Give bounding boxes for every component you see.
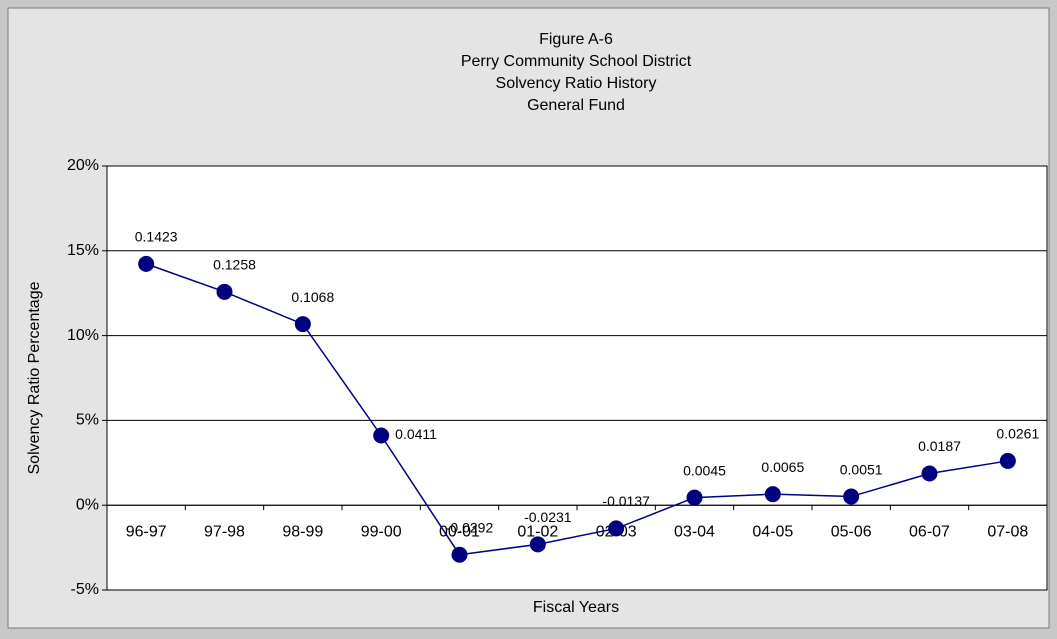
- x-tick-label: 03-04: [674, 523, 715, 540]
- data-label: 0.0187: [918, 438, 961, 454]
- x-axis-title: Fiscal Years: [533, 599, 619, 616]
- y-tick-label: 5%: [76, 412, 99, 429]
- data-label: 0.0045: [683, 462, 726, 478]
- chart-title: General Fund: [527, 97, 625, 114]
- x-tick-label: 98-99: [282, 523, 323, 540]
- chart-title: Perry Community School District: [461, 53, 692, 70]
- data-label: 0.1423: [135, 229, 178, 245]
- point: [451, 546, 468, 563]
- x-tick-label: 99-00: [361, 523, 402, 540]
- point: [138, 255, 155, 272]
- point: [373, 427, 390, 444]
- data-label: 0.0261: [996, 426, 1039, 442]
- x-tick-label: 04-05: [752, 523, 793, 540]
- data-label: 0.1068: [291, 289, 334, 305]
- y-tick-label: -5%: [71, 581, 99, 598]
- x-tick-label: 06-07: [909, 523, 950, 540]
- data-label: -0.0231: [524, 509, 572, 525]
- point: [686, 489, 703, 506]
- plot-area: [106, 165, 1048, 591]
- data-label: 0.0065: [761, 459, 804, 475]
- y-tick-label: 0%: [76, 496, 99, 513]
- point: [294, 316, 311, 333]
- y-tick-label: 10%: [67, 327, 99, 344]
- data-label: 0.0051: [840, 461, 883, 477]
- y-tick-label: 15%: [67, 242, 99, 259]
- point: [529, 536, 546, 553]
- x-tick-label: 00-01: [439, 523, 480, 540]
- series-line: [145, 263, 1008, 556]
- x-tick-label: 97-98: [204, 523, 245, 540]
- x-tick-label: 01-02: [517, 523, 558, 540]
- data-label: -0.0137: [602, 493, 650, 509]
- data-label: -0.0292: [446, 519, 494, 535]
- y-tick-label: 20%: [67, 157, 99, 174]
- point: [999, 452, 1016, 469]
- point: [216, 283, 233, 300]
- point: [921, 465, 938, 482]
- point: [764, 486, 781, 503]
- data-label: 0.0411: [395, 426, 437, 442]
- point: [843, 488, 860, 505]
- data-label: 0.1258: [213, 257, 256, 273]
- chart-title: Figure A-6: [539, 31, 613, 48]
- x-tick-label: 07-08: [987, 523, 1028, 540]
- point: [608, 520, 625, 537]
- y-axis-title: Solvency Ratio Percentage: [26, 281, 43, 474]
- x-tick-label: 96-97: [126, 523, 167, 540]
- x-tick-label: 05-06: [831, 523, 872, 540]
- chart-title: Solvency Ratio History: [496, 75, 657, 92]
